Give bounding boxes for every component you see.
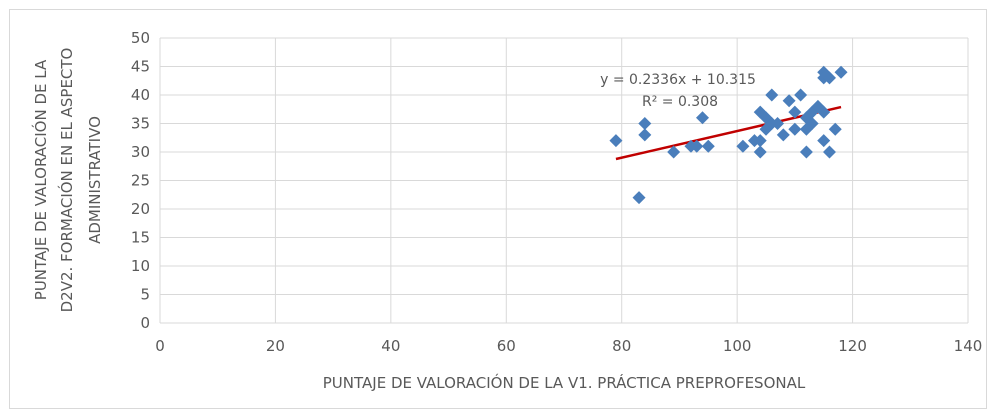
x-tick-label: 0 [155, 337, 165, 355]
scatter-chart: 0 5 10 15 20 25 30 35 40 45 50 0 20 40 60 80 100 120 140 y… [31, 29, 982, 392]
trendline-equation: y = 0.2336x + 10.315 [600, 72, 756, 88]
x-axis-label: PUNTAJE DE VALORACIÓN DE LA V1. PRÁCTICA… [323, 373, 806, 392]
data-point [771, 117, 785, 130]
y-tick-label: 25 [131, 172, 150, 190]
data-point [736, 139, 750, 153]
y-axis-label-line-2: D2V2. FORMACIÓN EN EL ASPECTO [57, 48, 76, 313]
y-tick-label: 40 [131, 86, 150, 104]
y-tick-label: 5 [140, 286, 150, 304]
data-point [799, 145, 813, 159]
data-point [834, 65, 848, 79]
data-point [788, 105, 802, 119]
data-point [638, 117, 652, 130]
data-point [753, 134, 767, 148]
y-tick-label: 50 [131, 29, 150, 47]
data-point [782, 94, 796, 108]
x-tick-label: 140 [954, 337, 983, 355]
data-point [822, 145, 836, 159]
y-tick-label: 0 [140, 314, 150, 332]
trendline-r2: R² = 0.308 [642, 94, 718, 110]
data-point [696, 111, 710, 125]
data-point [822, 71, 836, 85]
data-point [638, 128, 652, 142]
x-tick-label: 40 [381, 337, 400, 355]
data-point [817, 105, 831, 119]
chart-frame: 0 5 10 15 20 25 30 35 40 45 50 0 20 40 60 80 100 120 140 y… [9, 9, 987, 409]
data-point [776, 128, 790, 142]
x-tick-label: 60 [497, 337, 516, 355]
data-point [828, 122, 842, 136]
x-tick-label: 120 [838, 337, 867, 355]
y-axis-label: PUNTAJE DE VALORACIÓN DE LA D2V2. FORMAC… [31, 48, 104, 313]
data-point [701, 139, 715, 153]
y-axis-label-line-1: PUNTAJE DE VALORACIÓN DE LA [31, 59, 50, 300]
y-tick-label: 20 [131, 200, 150, 218]
x-tick-label: 20 [266, 337, 285, 355]
y-tick-label: 45 [131, 58, 150, 76]
data-point [805, 117, 819, 130]
tick-labels: 0 5 10 15 20 25 30 35 40 45 50 0 20 40 60 80 100 120 140 [131, 29, 982, 355]
data-point [788, 122, 802, 136]
y-axis-label-line-3: ADMINISTRATIVO [86, 116, 104, 244]
data-point [794, 88, 808, 102]
data-point [765, 88, 779, 102]
data-point [817, 134, 831, 148]
x-tick-label: 80 [612, 337, 631, 355]
y-tick-label: 10 [131, 257, 150, 275]
data-point [609, 134, 623, 148]
data-point [753, 145, 767, 159]
data-point [632, 191, 646, 205]
y-tick-label: 30 [131, 143, 150, 161]
data-point [667, 145, 681, 159]
gridlines [159, 37, 969, 324]
y-tick-label: 15 [131, 229, 150, 247]
data-point [690, 139, 704, 153]
y-tick-label: 35 [131, 115, 150, 133]
data-points [609, 65, 848, 205]
x-tick-label: 100 [723, 337, 752, 355]
